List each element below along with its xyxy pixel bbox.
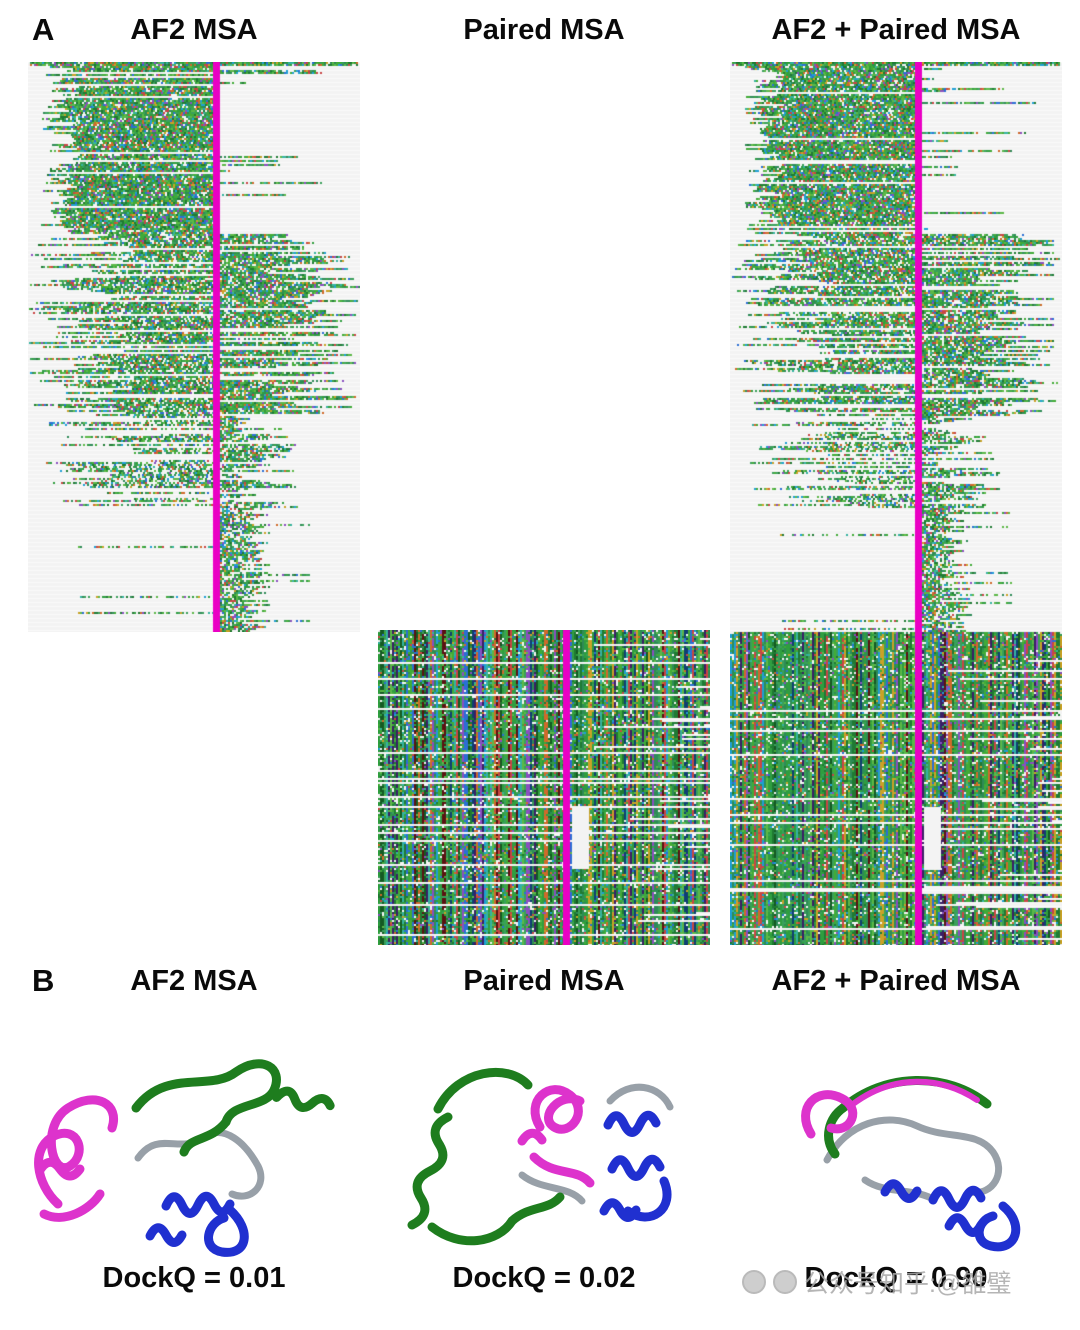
panel-b-title-af2-msa: AF2 MSA [130,965,258,997]
chain-blue [880,1179,1021,1252]
panel-b-label: B [32,963,55,998]
chain-green [407,1068,565,1246]
dockq-score-paired-msa: DockQ = 0.02 [452,1262,636,1294]
watermark-logo-icon-2 [773,1270,797,1294]
chain-magenta [801,1078,980,1139]
chain-blue [599,1110,672,1222]
msa-plot-af2 [28,62,360,632]
protein-structure-af2-msa [34,1059,335,1257]
panel-a-label: A [32,12,55,47]
chain-gray [134,1129,265,1200]
chain-gray [518,1083,674,1205]
msa-plot-paired [378,630,710,945]
panel-a-title-af2-plus-paired-msa: AF2 + Paired MSA [771,14,1021,46]
watermark: 公众号知乎:@雒璧 [742,1264,1077,1300]
protein-structure-af2-plus-paired-msa [801,1076,1021,1252]
protein-structure-paired-msa [407,1068,674,1246]
chain-green [131,1059,335,1157]
panel-b-title-paired-msa: Paired MSA [463,965,625,997]
chain-blue [145,1191,249,1257]
chain-magenta [34,1095,118,1222]
panel-b-title-af2-plus-paired-msa: AF2 + Paired MSA [771,965,1021,997]
panel-a-title-paired-msa: Paired MSA [463,14,625,46]
chain-magenta [517,1085,595,1188]
panel-a-title-af2-msa: AF2 MSA [130,14,258,46]
watermark-logo-icon-1 [742,1270,766,1294]
msa-plot-af2-plus-paired [730,62,1062,945]
watermark-text: 公众号知乎:@雒璧 [804,1270,1012,1298]
dockq-score-af2-plus-paired-msa: DockQ = 0.90 [804,1262,988,1294]
dockq-score-af2-msa: DockQ = 0.01 [102,1262,286,1294]
